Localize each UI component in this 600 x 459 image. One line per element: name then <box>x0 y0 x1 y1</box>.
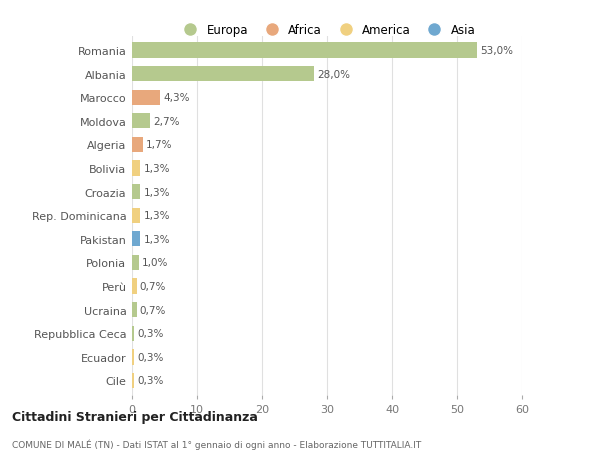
Text: 1,3%: 1,3% <box>144 163 170 174</box>
Text: 28,0%: 28,0% <box>317 69 350 79</box>
Bar <box>132 137 143 153</box>
Text: 0,3%: 0,3% <box>137 375 164 386</box>
Bar <box>132 114 149 129</box>
Bar <box>132 185 140 200</box>
Text: 1,3%: 1,3% <box>144 234 170 244</box>
Bar <box>132 161 140 176</box>
Text: 1,3%: 1,3% <box>144 187 170 197</box>
Bar <box>132 255 139 270</box>
Text: 0,3%: 0,3% <box>137 352 164 362</box>
Text: 4,3%: 4,3% <box>163 93 190 103</box>
Text: 1,7%: 1,7% <box>146 140 173 150</box>
Legend: Europa, Africa, America, Asia: Europa, Africa, America, Asia <box>173 19 481 42</box>
Bar <box>132 67 314 82</box>
Bar <box>132 208 140 224</box>
Text: COMUNE DI MALÉ (TN) - Dati ISTAT al 1° gennaio di ogni anno - Elaborazione TUTTI: COMUNE DI MALÉ (TN) - Dati ISTAT al 1° g… <box>12 439 421 449</box>
Bar <box>132 326 134 341</box>
Text: 0,7%: 0,7% <box>140 281 166 291</box>
Bar <box>132 373 134 388</box>
Text: 0,3%: 0,3% <box>137 329 164 338</box>
Bar <box>132 43 476 58</box>
Text: 1,3%: 1,3% <box>144 211 170 221</box>
Text: 0,7%: 0,7% <box>140 305 166 315</box>
Text: 53,0%: 53,0% <box>480 46 513 56</box>
Bar <box>132 302 137 318</box>
Text: 2,7%: 2,7% <box>153 117 179 127</box>
Text: 1,0%: 1,0% <box>142 258 168 268</box>
Bar <box>132 349 134 365</box>
Bar <box>132 279 137 294</box>
Text: Cittadini Stranieri per Cittadinanza: Cittadini Stranieri per Cittadinanza <box>12 410 258 423</box>
Bar <box>132 232 140 247</box>
Bar <box>132 90 160 106</box>
